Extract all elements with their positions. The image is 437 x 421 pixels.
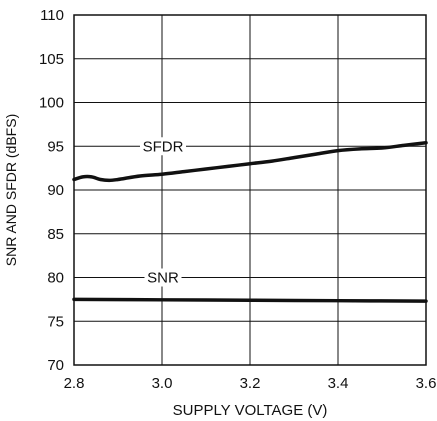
y-tick-label-8: 110 xyxy=(40,7,64,24)
y-tick-label-7: 105 xyxy=(39,51,64,68)
x-tick-label-3: 3.4 xyxy=(328,375,349,392)
plot-frame xyxy=(73,14,427,366)
y-tick-label-3: 85 xyxy=(47,226,64,243)
x-tick-label-0: 2.8 xyxy=(64,375,85,392)
grid-lines xyxy=(73,14,427,366)
series-labels: SFDR SNR xyxy=(140,137,186,287)
y-tick-label-0: 70 xyxy=(47,357,64,374)
x-tick-label-1: 3.0 xyxy=(152,375,173,392)
y-tick-label-1: 75 xyxy=(47,313,64,330)
series-line-sfdr xyxy=(72,141,428,183)
y-tick-label-2: 80 xyxy=(47,270,64,287)
y-tick-labels: 70 75 80 85 90 95 100 105 110 xyxy=(39,7,64,374)
series-label-bg-0 xyxy=(140,137,186,156)
series-line-snr xyxy=(72,297,428,303)
y-tick-label-4: 90 xyxy=(47,182,64,199)
y-tick-label-5: 95 xyxy=(47,138,64,155)
x-tick-label-2: 3.2 xyxy=(240,375,261,392)
y-axis-label: SNR AND SFDR (dBFS) xyxy=(3,114,19,266)
x-tick-labels: 2.8 3.0 3.2 3.4 3.6 xyxy=(64,375,437,392)
x-axis-label: SUPPLY VOLTAGE (V) xyxy=(173,402,328,419)
series-lines xyxy=(72,141,428,303)
y-tick-label-6: 100 xyxy=(39,95,64,112)
series-label-bg-1 xyxy=(144,268,182,287)
series-label-snr: SNR xyxy=(147,270,179,287)
x-tick-label-4: 3.6 xyxy=(416,375,437,392)
series-label-sfdr: SFDR xyxy=(143,138,184,155)
